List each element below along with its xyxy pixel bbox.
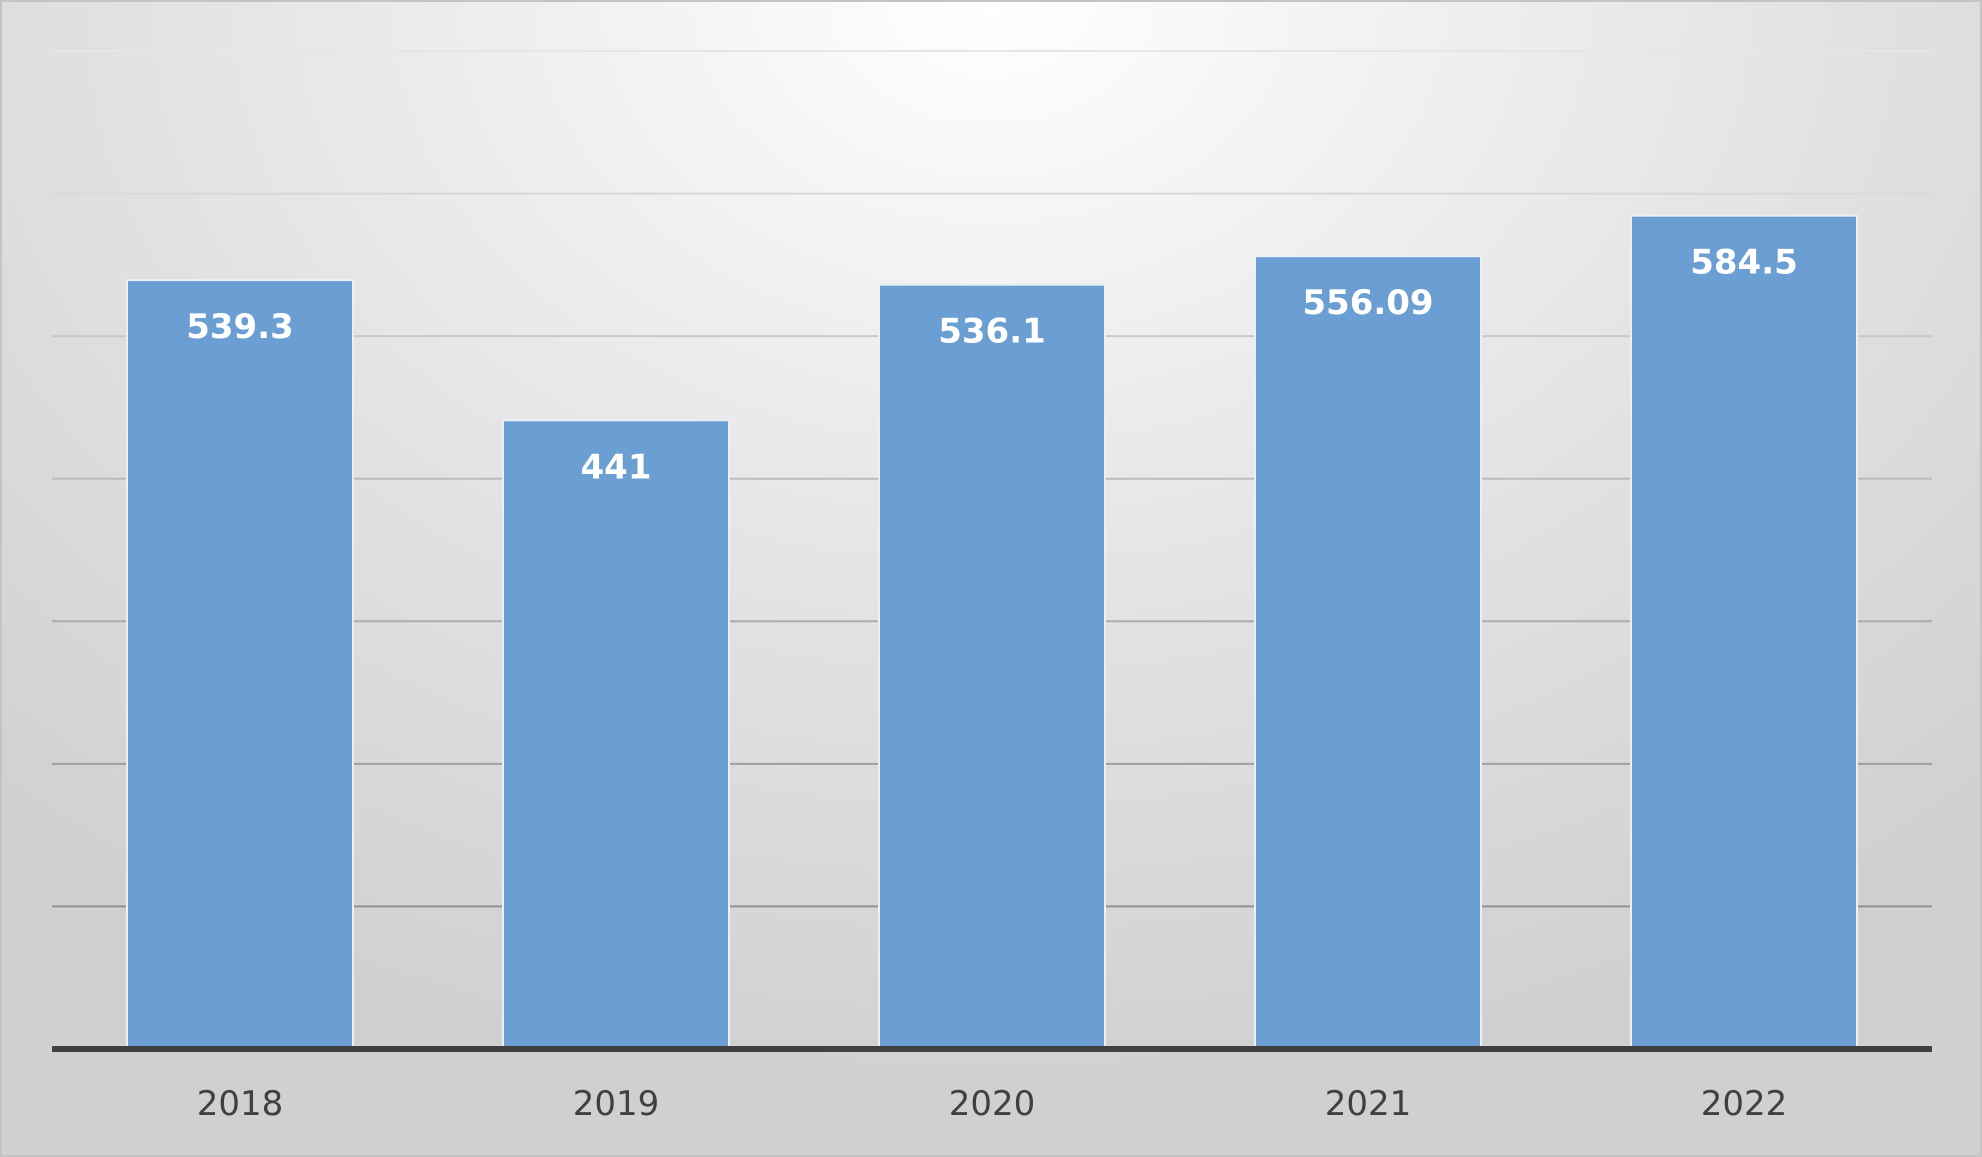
x-tick-2018: 2018 — [197, 1084, 284, 1124]
bar-2019 — [502, 419, 730, 1050]
data-label-2020: 536.1 — [938, 312, 1046, 352]
data-labels: 539.3 441 536.1 556.09 584.5 — [186, 243, 1798, 488]
x-tick-2020: 2020 — [949, 1084, 1036, 1124]
bar-2021 — [1254, 255, 1482, 1050]
data-label-2018: 539.3 — [186, 307, 294, 347]
bar-2018 — [126, 279, 354, 1050]
bar-2022 — [1630, 214, 1858, 1051]
data-label-2021: 556.09 — [1302, 283, 1433, 323]
bar-2020 — [878, 283, 1106, 1050]
data-label-2022: 584.5 — [1690, 243, 1798, 283]
bars — [126, 214, 1858, 1051]
x-tick-2022: 2022 — [1701, 1084, 1788, 1124]
x-tick-2021: 2021 — [1325, 1084, 1412, 1124]
x-tick-2019: 2019 — [573, 1084, 660, 1124]
data-label-2019: 441 — [581, 447, 652, 487]
x-tick-labels: 2018 2019 2020 2021 2022 — [197, 1084, 1788, 1124]
